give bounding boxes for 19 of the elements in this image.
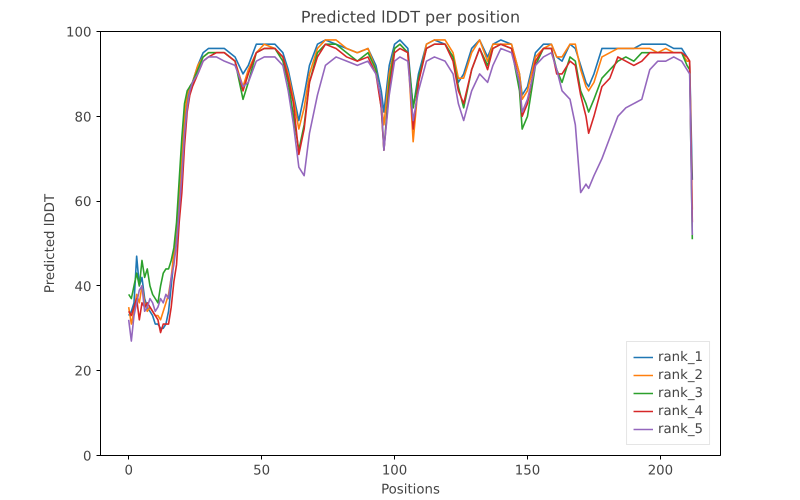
y-tick-label: 100 — [66, 26, 92, 40]
y-tick-label: 20 — [74, 364, 92, 380]
legend-label: rank_4 — [658, 402, 703, 420]
y-tick-label: 40 — [74, 280, 92, 295]
legend-label: rank_5 — [658, 420, 703, 438]
chart-title: Predicted lDDT per position — [300, 8, 520, 26]
x-tick-label: 100 — [382, 464, 408, 478]
legend-label: rank_1 — [658, 348, 703, 366]
x-axis-title: Positions — [381, 482, 440, 498]
legend-label: rank_2 — [658, 366, 703, 384]
y-axis-title: Predicted lDDT — [43, 193, 58, 294]
y-tick-label: 60 — [74, 195, 92, 210]
y-tick-label: 0 — [83, 450, 92, 464]
y-tick-label: 80 — [74, 110, 92, 126]
legend-label: rank_3 — [658, 384, 703, 402]
x-tick-label: 200 — [648, 464, 674, 478]
x-tick-label: 50 — [253, 464, 270, 478]
x-tick-label: 0 — [124, 464, 133, 478]
x-tick-label: 150 — [514, 464, 540, 478]
